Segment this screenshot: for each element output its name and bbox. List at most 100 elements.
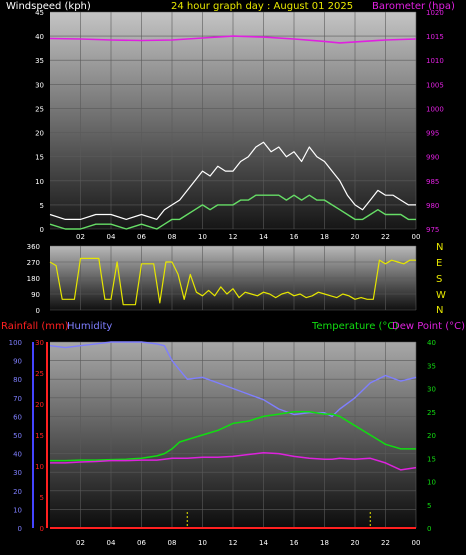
humidity-tick: 90 [13,358,22,366]
barometer-tick: 985 [426,178,439,186]
barometer-tick: 975 [426,226,439,234]
windspeed-tick: 40 [35,33,44,41]
direction-degree-tick: 360 [27,243,40,251]
wind-tick-labels: 0510152025303540459759809859909951000100… [35,9,444,241]
temperature-tick: 35 [427,362,436,370]
wind-barometer-panel: 0510152025303540459759809859909951000100… [6,1,455,241]
hour-tick: 16 [290,539,299,547]
direction-series [49,257,416,306]
direction-degree-tick: 0 [36,307,40,315]
direction-gridlines [50,245,417,311]
rainfall-tick: 5 [40,494,44,502]
hour-tick: 20 [351,233,360,241]
barometer-tick: 1010 [426,57,444,65]
hour-tick: 00 [412,539,421,547]
windspeed-tick: 25 [35,105,44,113]
hour-tick: 02 [76,233,85,241]
humidity-tick: 80 [13,376,22,384]
humidity-tick: 40 [13,451,22,459]
barometer-tick: 1005 [426,81,444,89]
wind-series [49,35,417,230]
hour-tick: 06 [137,233,146,241]
direction-degree-tick: 270 [27,259,40,267]
hour-tick: 12 [229,233,238,241]
hour-tick: 06 [137,539,146,547]
chart-title: 24 hour graph day : August 01 2025 [171,1,353,12]
windspeed-tick: 10 [35,178,44,186]
temperature-tick: 10 [427,479,436,487]
temperature-tick: 20 [427,432,436,440]
wind-gridlines [50,11,417,230]
barometer-tick: 1020 [426,9,444,17]
barometer-axis-label: Barometer (hpa) [372,1,455,12]
windspeed-tick: 5 [40,202,44,210]
compass-tick: N [436,305,443,316]
rainfall-tick: 0 [40,525,44,533]
temperature-tick: 0 [427,525,431,533]
windspeed-tick: 45 [35,9,44,17]
temperature-line [50,411,416,462]
windspeed-tick: 0 [40,226,44,234]
windspeed-tick: 15 [35,154,44,162]
hour-tick: 14 [259,233,268,241]
hour-tick: 18 [320,539,329,547]
hour-tick: 08 [168,233,177,241]
dew-point-axis-label: Dew Point (°C) [392,321,465,332]
temp-tick-labels: 0 10 20 30 40 50 60 70 80 90 10 00 5 10 15 20 25 30 0 5 10 15… [9,339,436,547]
windspeed-tick: 30 [35,81,44,89]
hour-tick: 10 [198,233,207,241]
compass-tick: N [436,242,443,253]
temperature-axis-label: Temperature (°C) [311,321,398,332]
humidity-tick: 50 [13,432,22,440]
humidity-axis-label: Humidity [67,321,112,332]
hour-tick: 02 [76,539,85,547]
hour-tick: 00 [412,233,421,241]
rainfall-tick: 10 [35,463,44,471]
rainfall-tick: 15 [35,432,44,440]
humidity-tick: 60 [13,413,22,421]
direction-degree-tick: 180 [27,275,40,283]
temperature-tick: 5 [427,502,431,510]
hour-tick: 04 [107,539,116,547]
hour-tick: 22 [381,233,390,241]
hour-tick: 18 [320,233,329,241]
hour-tick: 22 [381,539,390,547]
windspeed-axis-label: Windspeed (kph) [6,1,91,12]
windspeed-tick: 35 [35,57,44,65]
barometer-tick: 1015 [426,33,444,41]
temperature-tick: 15 [427,455,436,463]
hour-tick: 04 [107,233,116,241]
barometer-tick: 980 [426,202,439,210]
rainfall-axis-label: Rainfall (mm) [1,321,69,332]
hour-tick: 14 [259,539,268,547]
direction-degree-tick: 90 [31,291,40,299]
compass-tick: S [436,274,442,285]
dew-point-line [50,451,417,471]
humidity-line [49,341,417,418]
barometer-tick: 1000 [426,105,444,113]
temp-series [49,341,417,529]
rainfall-tick: 25 [35,370,44,378]
humidity-tick: 70 [13,395,22,403]
hour-tick: 20 [351,539,360,547]
windspeed-tick: 20 [35,130,44,138]
temperature-humidity-panel: 0 10 20 30 40 50 60 70 80 90 10 00 5 10 15 20 25 30 0 5 10 15… [1,321,465,547]
compass-tick: W [436,290,446,301]
wind-gust-line [49,141,416,220]
barometer-tick: 990 [426,154,439,162]
temperature-tick: 40 [427,339,436,347]
wind-average-line [49,194,416,230]
humidity-tick: 30 [13,469,22,477]
temperature-tick: 30 [427,386,436,394]
humidity-tick: 10 [13,506,22,514]
wind-direction-line [49,257,416,306]
hour-tick: 08 [168,539,177,547]
compass-tick: E [436,258,442,269]
barometer-tick: 995 [426,130,439,138]
hour-tick: 12 [229,539,238,547]
humidity-tick: 0 [18,525,22,533]
temperature-tick: 25 [427,409,436,417]
hour-tick: 10 [198,539,207,547]
